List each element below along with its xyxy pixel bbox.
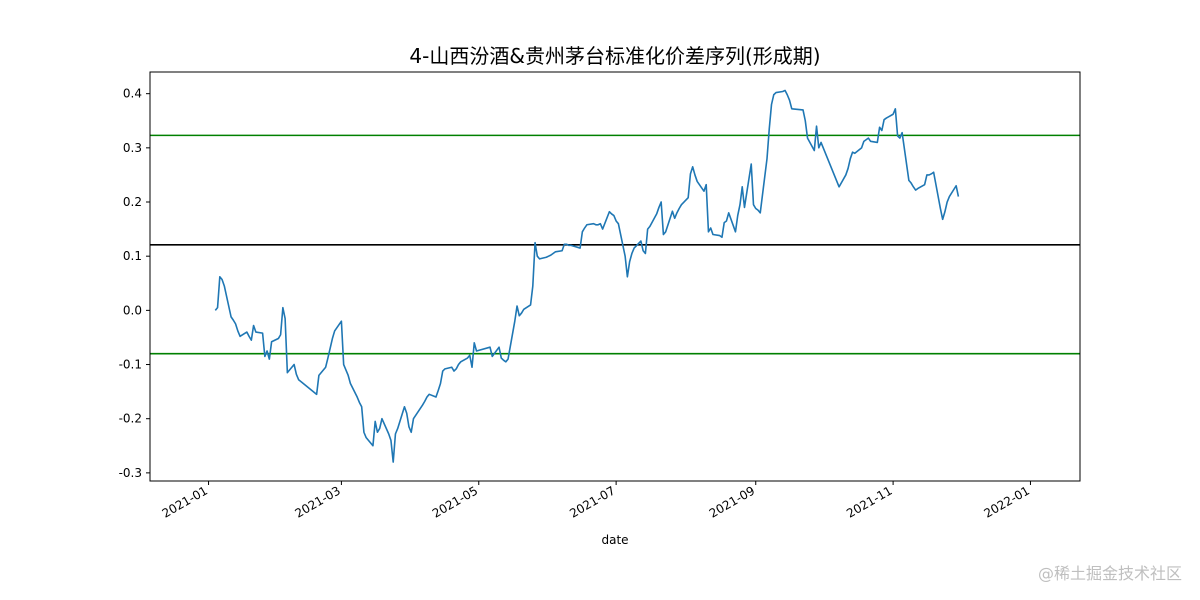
y-tick-label: -0.2 [119,412,142,426]
x-tick-label: 2021-01 [160,483,210,520]
reference-lines [150,134,1080,355]
chart-title: 4-山西汾酒&贵州茅台标准化价差序列(形成期) [409,44,820,68]
x-tick-label: 2021-07 [567,483,617,520]
x-axis: 2021-01 2021-03 2021-05 2021-07 2021-09 2021-… [160,481,1032,521]
series-group [214,89,960,463]
x-tick-label: 2022-01 [982,483,1032,520]
watermark: @稀土掘金技术社区 [1037,564,1182,583]
x-tick-label: 2021-11 [844,483,894,520]
y-tick-label: 0.2 [123,195,142,209]
y-tick-label: 0.3 [123,141,142,155]
y-tick-label: -0.1 [119,358,142,372]
x-tick-label: 2021-09 [707,483,757,520]
x-axis-label: date [601,533,628,547]
y-tick-label: 0.0 [123,303,142,317]
y-tick-label: 0.1 [123,249,142,263]
series-line-0 [214,89,960,463]
x-tick-label: 2021-05 [430,483,480,520]
plot-frame [149,71,1081,482]
y-tick-label: -0.3 [119,466,142,480]
y-axis: 0.4 0.3 0.2 0.1 0.0 -0.1 -0.2 -0.3 [119,87,150,480]
x-tick-label: 2021-03 [292,483,342,520]
y-tick-label: 0.4 [123,87,142,101]
